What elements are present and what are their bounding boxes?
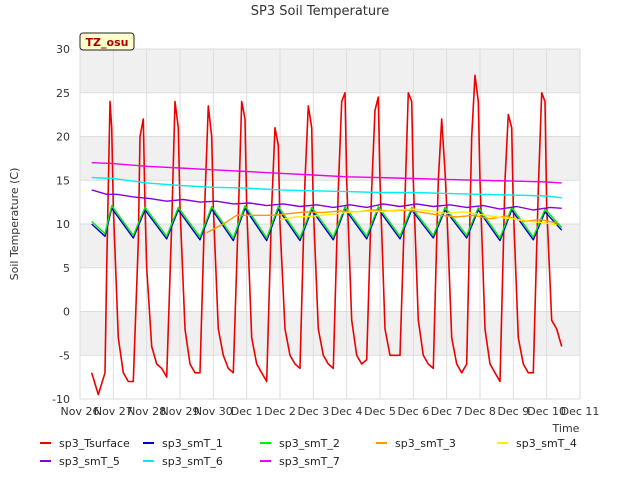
- x-tick-label: Nov 27: [94, 405, 133, 418]
- y-tick-label: 10: [56, 218, 70, 231]
- plot-band: [80, 49, 580, 93]
- series-line-sp3-smt-4: [279, 208, 557, 226]
- legend-item-sp3-tsurface: sp3_Tsurface: [40, 437, 130, 450]
- x-tick-label: Nov 28: [127, 405, 166, 418]
- plot-band: [80, 311, 580, 356]
- legend-label: sp3_smT_1: [162, 437, 223, 450]
- legend-item-sp3-smt-4: sp3_smT_4: [497, 437, 577, 450]
- legend-label: sp3_smT_7: [279, 455, 340, 468]
- legend-item-sp3-smt-7: sp3_smT_7: [260, 455, 340, 468]
- y-tick-label: 5: [63, 262, 70, 275]
- y-tick-label: -5: [59, 349, 70, 362]
- x-axis-label: Time: [552, 422, 580, 435]
- y-tick-label: -10: [52, 393, 70, 406]
- chart-title: SP3 Soil Temperature: [251, 4, 389, 19]
- x-tick-label: Dec 1: [231, 405, 263, 418]
- legend-label: sp3_smT_5: [59, 455, 120, 468]
- x-tick-label: Dec 9: [497, 405, 529, 418]
- tz-badge: TZ_osu: [79, 32, 135, 51]
- x-tick-label: Dec 6: [397, 405, 429, 418]
- legend-label: sp3_smT_2: [279, 437, 340, 450]
- y-tick-label: 20: [56, 131, 70, 144]
- x-tick-label: Dec 11: [561, 405, 600, 418]
- legend-item-sp3-smt-2: sp3_smT_2: [260, 437, 340, 450]
- legend-label: sp3_smT_6: [162, 455, 223, 468]
- badge-label: TZ_osu: [86, 36, 129, 49]
- legend: sp3_Tsurface sp3_smT_1 sp3_smT_2 sp3_smT_3 s…: [40, 437, 577, 468]
- x-tick-label: Dec 3: [297, 405, 329, 418]
- plot-band: [80, 136, 580, 181]
- legend-label: sp3_Tsurface: [59, 437, 130, 450]
- x-tick-label: Nov 30: [194, 405, 233, 418]
- y-tick-label: 25: [56, 87, 70, 100]
- x-tick-label: Dec 8: [464, 405, 496, 418]
- plot-band: [80, 267, 580, 312]
- badge-box: [79, 32, 135, 51]
- y-tick-label: 15: [56, 174, 70, 187]
- legend-item-sp3-smt-3: sp3_smT_3: [376, 437, 456, 450]
- series-line-sp3-smt-5: [91, 189, 562, 211]
- plot-band: [80, 224, 580, 268]
- x-tick-label: Dec 4: [331, 405, 363, 418]
- y-tick-label: 0: [63, 306, 70, 319]
- plot-band: [80, 355, 580, 399]
- legend-item-sp3-smt-5: sp3_smT_5: [40, 455, 120, 468]
- y-axis-label: Soil Temperature (C): [8, 168, 21, 281]
- legend-item-sp3-smt-6: sp3_smT_6: [143, 455, 223, 468]
- x-tick-label: Dec 7: [431, 405, 463, 418]
- y-axis-ticks: -10 -5 0 5 10 15 20 25 30: [52, 43, 70, 406]
- plot-band: [80, 92, 580, 137]
- legend-label: sp3_smT_3: [395, 437, 456, 450]
- series-lines: [90, 74, 563, 396]
- series-line-sp3-smt-2: [91, 204, 563, 239]
- x-tick-label: Dec 10: [527, 405, 566, 418]
- series-line-sp3-smt-6: [91, 176, 562, 199]
- series-line-sp3-smt-7: [91, 162, 562, 184]
- x-tick-label: Nov 29: [161, 405, 200, 418]
- grid: [79, 48, 581, 400]
- x-tick-label: Nov 26: [61, 405, 100, 418]
- y-tick-label: 30: [56, 43, 70, 56]
- legend-item-sp3-smt-1: sp3_smT_1: [143, 437, 223, 450]
- x-tick-label: Dec 5: [364, 405, 396, 418]
- plot-background: [80, 49, 580, 399]
- legend-label: sp3_smT_4: [516, 437, 577, 450]
- x-tick-label: Dec 2: [264, 405, 296, 418]
